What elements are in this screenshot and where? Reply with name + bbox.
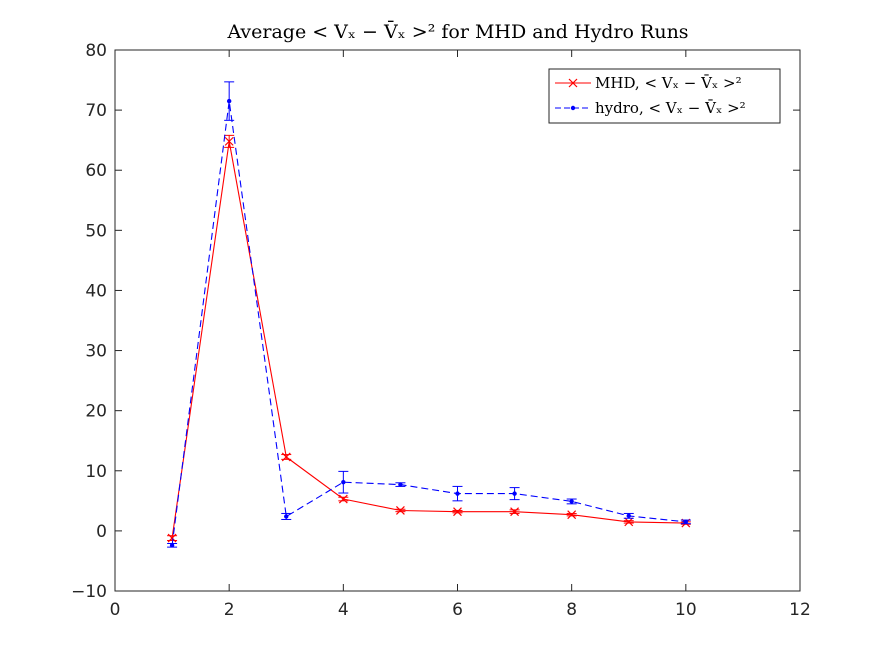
series-layer [167,81,691,548]
chart-title: Average < Vₓ − V̄ₓ >² for MHD and Hydro … [226,20,688,43]
data-point [169,543,175,548]
marker-stroke [624,517,634,527]
data-point [226,98,232,104]
y-tick-label: 50 [85,221,107,241]
marker-stroke [224,136,234,146]
marker-stroke [338,494,348,504]
data-point [626,513,631,519]
plot-area [115,50,800,591]
legend-marker [568,78,578,88]
y-tick-label: 80 [85,41,107,61]
x-tick-label: 8 [566,600,577,620]
marker-stroke [281,452,291,462]
data-point [510,507,520,517]
data-point [512,491,517,496]
data-point [453,507,462,517]
data-point [341,479,346,485]
data-point [398,482,403,487]
legend: MHD, < Vₓ − V̄ₓ >² hydro, < Vₓ − V̄ₓ >² [548,68,781,124]
y-tick-label: 30 [85,342,107,362]
data-point [224,136,234,146]
data-point [569,499,574,504]
y-tick-label: −10 [71,582,107,602]
x-tick-label: 2 [224,600,235,620]
marker-stroke [567,510,577,520]
data-point [567,510,577,520]
marker-stroke [510,507,520,517]
legend-box [548,68,781,124]
data-point [281,452,291,462]
legend-item-hydro: hydro, < Vₓ − V̄ₓ >² [555,99,746,117]
x-tick-label: 4 [338,600,349,620]
data-point [167,533,177,543]
series-line [171,101,686,546]
x-tick-label: 10 [675,600,697,620]
data-point [284,514,289,519]
series-line [171,141,686,539]
legend-label: MHD, < Vₓ − V̄ₓ >² [595,74,742,92]
data-point [455,491,460,496]
x-tick-label: 6 [452,600,463,620]
marker-stroke [453,507,462,517]
legend-label: hydro, < Vₓ − V̄ₓ >² [595,99,746,117]
legend-item-mhd: MHD, < Vₓ − V̄ₓ >² [555,74,742,92]
data-point [395,506,405,515]
x-tick-label: 12 [789,600,811,620]
data-point [683,519,689,525]
legend-marker [570,105,576,111]
y-tick-label: 60 [85,161,107,181]
data-point [338,494,348,504]
y-tick-label: 40 [85,281,107,301]
x-tick-label: 0 [110,600,121,620]
y-tick-label: 0 [96,522,107,542]
data-point [624,517,634,527]
y-tick-label: 10 [85,462,107,482]
y-tick-label: 20 [85,402,107,422]
series-mhd [167,134,691,543]
y-tick-label: 70 [85,101,107,121]
marker-stroke [395,506,405,515]
series-hydro [167,81,691,548]
marker-stroke [167,533,177,543]
